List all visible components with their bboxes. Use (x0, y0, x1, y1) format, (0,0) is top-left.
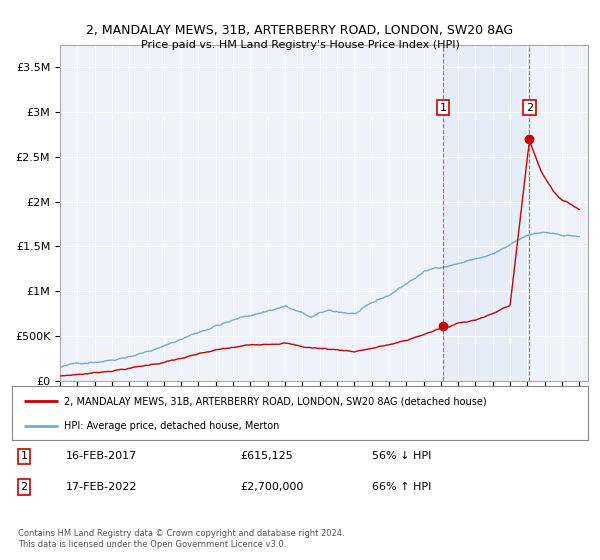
Text: 66% ↑ HPI: 66% ↑ HPI (372, 482, 431, 492)
Text: 56% ↓ HPI: 56% ↓ HPI (372, 451, 431, 461)
Text: £615,125: £615,125 (240, 451, 293, 461)
Text: 17-FEB-2022: 17-FEB-2022 (66, 482, 137, 492)
Text: 2: 2 (20, 482, 28, 492)
Text: HPI: Average price, detached house, Merton: HPI: Average price, detached house, Mert… (64, 421, 279, 431)
Text: 2: 2 (526, 102, 533, 113)
Text: 2, MANDALAY MEWS, 31B, ARTERBERRY ROAD, LONDON, SW20 8AG: 2, MANDALAY MEWS, 31B, ARTERBERRY ROAD, … (86, 24, 514, 38)
Text: 16-FEB-2017: 16-FEB-2017 (66, 451, 137, 461)
Bar (443, 45, 529, 381)
Text: 1: 1 (439, 102, 446, 113)
Text: 1: 1 (20, 451, 28, 461)
Text: Price paid vs. HM Land Registry's House Price Index (HPI): Price paid vs. HM Land Registry's House … (140, 40, 460, 50)
Text: £2,700,000: £2,700,000 (240, 482, 304, 492)
Text: Contains HM Land Registry data © Crown copyright and database right 2024.
This d: Contains HM Land Registry data © Crown c… (18, 529, 344, 549)
Text: 2, MANDALAY MEWS, 31B, ARTERBERRY ROAD, LONDON, SW20 8AG (detached house): 2, MANDALAY MEWS, 31B, ARTERBERRY ROAD, … (64, 396, 487, 407)
